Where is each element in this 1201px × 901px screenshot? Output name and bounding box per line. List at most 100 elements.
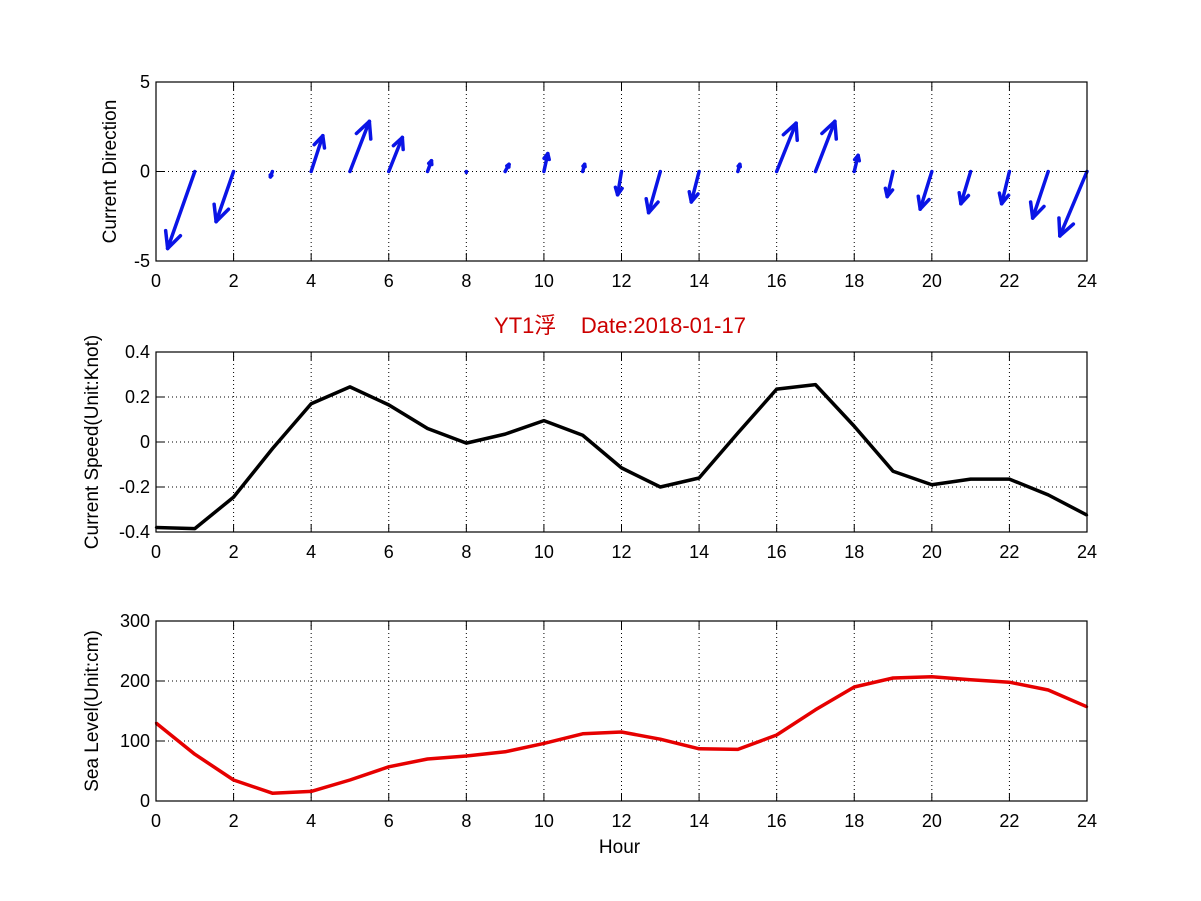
data-point xyxy=(930,675,934,678)
direction-arrow xyxy=(425,159,434,174)
direction-arrow xyxy=(916,169,934,211)
data-point xyxy=(271,447,274,450)
x-tick-label: 20 xyxy=(922,542,942,562)
direction-arrow xyxy=(997,169,1012,206)
data-point xyxy=(503,432,507,436)
data-point xyxy=(348,778,352,782)
data-point xyxy=(891,676,895,680)
y-axis-label: Sea Level(Unit:cm) xyxy=(82,630,103,792)
data-point xyxy=(697,747,701,750)
y-tick-label: 0.4 xyxy=(125,342,150,362)
direction-arrow xyxy=(163,169,197,251)
data-point xyxy=(891,470,895,473)
data-point xyxy=(542,419,546,422)
x-tick-label: 14 xyxy=(689,542,709,562)
data-point xyxy=(775,733,778,737)
data-point xyxy=(853,685,856,689)
x-tick-label: 20 xyxy=(922,271,942,291)
data-point xyxy=(620,730,623,734)
direction-arrow xyxy=(212,169,236,224)
x-tick-label: 16 xyxy=(767,542,787,562)
direction-arrow xyxy=(883,169,895,199)
y-tick-label: -5 xyxy=(134,251,150,271)
data-point xyxy=(853,425,856,428)
x-tick-label: 4 xyxy=(306,271,316,291)
data-point xyxy=(620,466,623,470)
data-point xyxy=(1008,681,1011,684)
x-axis-label: Hour xyxy=(599,837,641,858)
x-tick-label: 8 xyxy=(461,542,471,562)
direction-arrow xyxy=(613,169,624,197)
x-tick-label: 22 xyxy=(999,542,1019,562)
y-tick-label: 300 xyxy=(120,611,150,631)
x-tick-label: 6 xyxy=(384,811,394,831)
data-point xyxy=(193,753,196,756)
data-point xyxy=(193,527,196,530)
data-point xyxy=(659,485,662,489)
direction-arrow xyxy=(736,162,743,174)
direction-arrow xyxy=(687,169,701,204)
y-tick-label: 100 xyxy=(120,731,150,751)
x-tick-label: 24 xyxy=(1077,271,1097,291)
y-tick-label: 200 xyxy=(120,671,150,691)
x-tick-label: 18 xyxy=(844,811,864,831)
data-point xyxy=(775,387,778,391)
direction-arrow xyxy=(957,169,973,206)
data-point xyxy=(309,402,313,405)
y-axis-label: Current Direction xyxy=(100,100,121,244)
x-tick-label: 14 xyxy=(689,271,709,291)
x-tick-label: 16 xyxy=(767,811,787,831)
direction-arrow xyxy=(309,133,327,174)
data-point xyxy=(232,495,235,499)
data-point xyxy=(659,738,662,741)
data-point xyxy=(736,431,740,435)
x-tick-label: 6 xyxy=(384,542,394,562)
current-speed-panel: 0 2 4 6 8 10 12 14 16 18 20 22 24-0.4-0.200.20.4 Cur… xyxy=(82,335,1097,562)
x-tick-label: 0 xyxy=(151,542,161,562)
data-point xyxy=(930,483,934,486)
x-tick-label: 8 xyxy=(461,271,471,291)
data-point xyxy=(542,742,546,745)
x-tick-label: 12 xyxy=(611,542,631,562)
data-point xyxy=(426,427,429,430)
direction-arrow xyxy=(813,119,839,174)
direction-arrow xyxy=(644,169,663,215)
y-tick-label: 0 xyxy=(140,791,150,811)
direction-arrow xyxy=(774,121,799,174)
direction-arrow xyxy=(580,162,587,174)
direction-arrow xyxy=(852,153,862,174)
x-tick-label: 2 xyxy=(229,271,239,291)
data-point xyxy=(814,383,817,386)
data-point xyxy=(271,792,274,795)
data-point xyxy=(581,434,584,437)
data-point xyxy=(969,477,972,481)
x-tick-label: 24 xyxy=(1077,811,1097,831)
x-tick-label: 6 xyxy=(384,271,394,291)
x-tick-label: 8 xyxy=(461,811,471,831)
x-tick-label: 22 xyxy=(999,811,1019,831)
data-point xyxy=(426,757,429,761)
x-tick-label: 22 xyxy=(999,271,1019,291)
data-point xyxy=(309,790,313,793)
x-tick-label: 14 xyxy=(689,811,709,831)
direction-arrow xyxy=(1057,169,1089,238)
y-axis-label: Current Speed(Unit:Knot) xyxy=(82,335,103,549)
data-point xyxy=(348,385,352,389)
x-tick-label: 2 xyxy=(229,811,239,831)
x-tick-label: 12 xyxy=(611,811,631,831)
data-point xyxy=(465,441,468,445)
x-tick-label: 4 xyxy=(306,811,316,831)
data-point xyxy=(581,732,584,735)
direction-arrow xyxy=(387,135,405,174)
x-tick-label: 10 xyxy=(534,811,554,831)
x-tick-label: 18 xyxy=(844,271,864,291)
chart-title: YT1浮 Date:2018-01-17 xyxy=(494,313,746,338)
x-tick-label: 18 xyxy=(844,542,864,562)
current-direction-panel: 0 2 4 6 8 10 12 14 16 18 20 22 24-505 Current Direct… xyxy=(100,72,1097,291)
x-tick-label: 4 xyxy=(306,542,316,562)
data-point xyxy=(465,754,468,758)
data-point xyxy=(814,708,817,711)
data-point xyxy=(1047,688,1050,692)
